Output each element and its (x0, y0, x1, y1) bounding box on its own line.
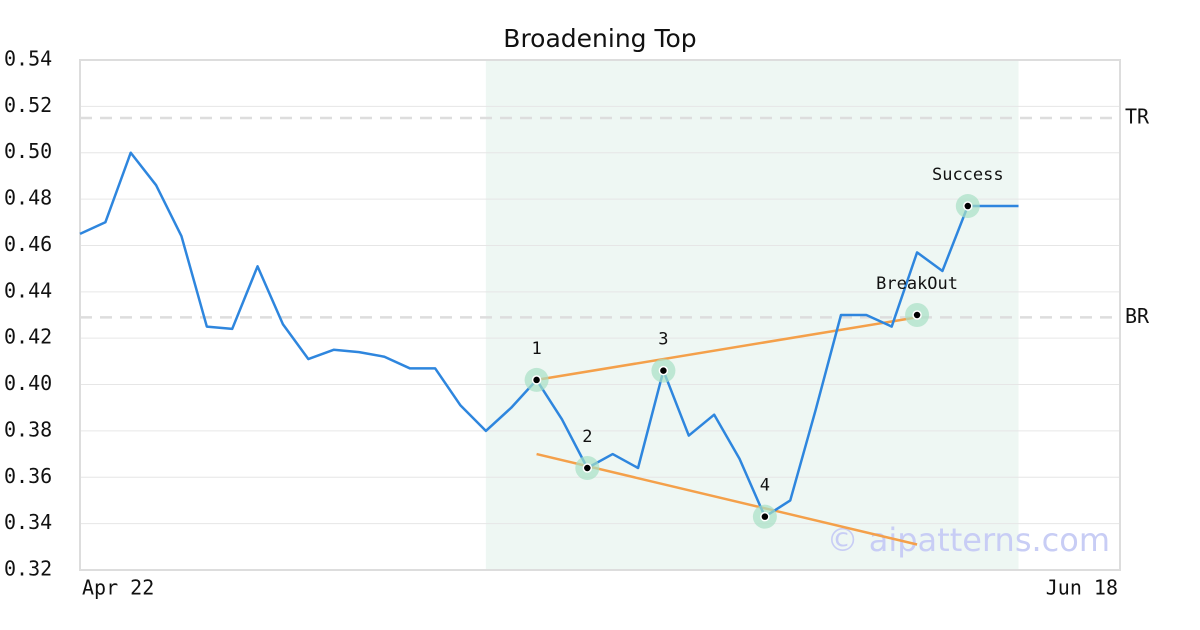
watermark: © aipatterns.com (827, 521, 1110, 559)
y-tick-label: 0.54 (4, 47, 52, 71)
marker-label: Success (932, 165, 1004, 185)
marker-label: 4 (760, 476, 770, 496)
price-line (79, 151, 1019, 518)
marker-label: 2 (582, 427, 592, 447)
marker-dot (582, 463, 593, 473)
marker-dot (531, 375, 542, 385)
y-tick-label: 0.52 (4, 93, 52, 117)
trend-line (536, 316, 918, 382)
marker-dot (912, 310, 922, 320)
marker-label: 1 (531, 339, 541, 359)
highlight-region (485, 60, 1019, 570)
y-tick-label: 0.38 (4, 417, 52, 441)
marker-label: BreakOut (876, 274, 958, 294)
y-tick-label: 0.36 (4, 464, 52, 488)
y-tick-label: 0.44 (4, 278, 52, 302)
y-tick-label: 0.32 (4, 557, 52, 581)
x-tick-label: Jun 18 (1046, 576, 1118, 600)
marker-dot (760, 511, 770, 522)
chart-title: Broadening Top (503, 24, 696, 53)
y-tick-label: 0.46 (4, 232, 52, 256)
y-tick-label: 0.34 (4, 510, 52, 534)
level-label: TR (1125, 104, 1150, 128)
y-tick-label: 0.40 (4, 371, 52, 395)
level-label: BR (1125, 304, 1150, 328)
y-tick-label: 0.48 (4, 186, 52, 210)
x-tick-label: Apr 22 (82, 576, 154, 600)
marker-dot (658, 365, 669, 376)
marker-dot (963, 201, 973, 211)
plot-frame (79, 59, 1121, 571)
y-tick-label: 0.42 (4, 325, 52, 349)
marker-label: 3 (658, 330, 668, 350)
trend-line (536, 452, 918, 546)
y-tick-label: 0.50 (4, 139, 52, 163)
